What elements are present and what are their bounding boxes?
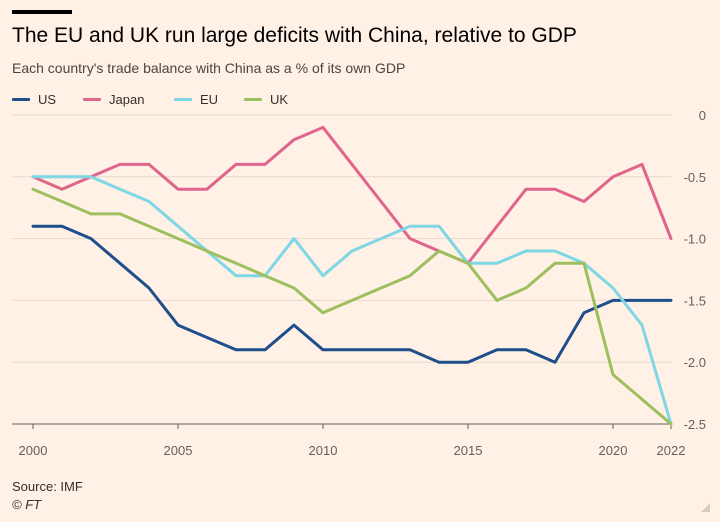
series-line-uk xyxy=(31,187,673,426)
source-note: Source: IMF xyxy=(12,479,83,494)
legend-label-eu: EU xyxy=(200,91,219,107)
legend-item-us: US xyxy=(12,90,56,108)
chart-title: The EU and UK run large deficits with Ch… xyxy=(12,24,577,47)
x-tick-label: 2010 xyxy=(309,443,338,458)
x-tick-label: 2000 xyxy=(19,443,48,458)
legend-label-uk: UK xyxy=(270,91,289,107)
x-tick-label: 2020 xyxy=(599,443,628,458)
series-line-japan xyxy=(31,125,673,265)
x-tick-label: 2005 xyxy=(164,443,193,458)
x-tick-label: 2015 xyxy=(454,443,483,458)
legend-label-us: US xyxy=(38,91,57,107)
brand-bar xyxy=(12,10,72,14)
y-tick-label: -0.5 xyxy=(684,170,706,185)
legend-label-japan: Japan xyxy=(109,91,145,107)
x-tick-label: 2022 xyxy=(657,443,686,458)
legend-item-uk: UK xyxy=(244,90,288,108)
legend-item-eu: EU xyxy=(174,90,218,108)
legend-swatch-uk xyxy=(244,97,262,101)
copyright-credit: © FT xyxy=(12,497,42,512)
chart-subtitle: Each country's trade balance with China … xyxy=(12,60,406,76)
y-tick-label: -1.0 xyxy=(684,232,706,247)
legend-swatch-us xyxy=(12,97,30,101)
y-tick-label: 0 xyxy=(699,108,706,123)
resize-corner-icon xyxy=(701,503,710,512)
legend-swatch-japan xyxy=(83,97,101,101)
y-tick-label: -2.0 xyxy=(684,355,706,370)
y-tick-label: -2.5 xyxy=(684,417,706,432)
series-line-us xyxy=(31,224,673,364)
y-tick-label: -1.5 xyxy=(684,293,706,308)
legend-swatch-eu xyxy=(174,97,192,101)
series-line-eu xyxy=(31,175,673,426)
legend-item-japan: Japan xyxy=(83,90,144,108)
